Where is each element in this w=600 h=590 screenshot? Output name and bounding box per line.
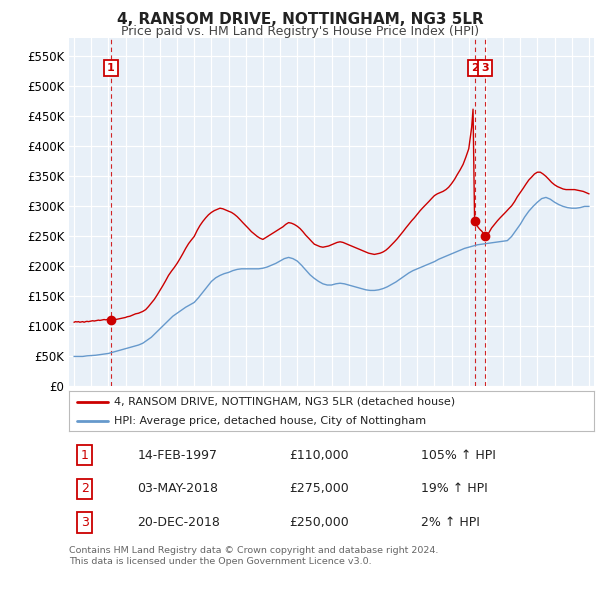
Text: This data is licensed under the Open Government Licence v3.0.: This data is licensed under the Open Gov… [69, 557, 371, 566]
Text: 3: 3 [81, 516, 89, 529]
Text: 19% ↑ HPI: 19% ↑ HPI [421, 482, 487, 496]
Text: 2: 2 [81, 482, 89, 496]
Text: 1: 1 [107, 63, 115, 73]
Text: 03-MAY-2018: 03-MAY-2018 [137, 482, 218, 496]
Text: HPI: Average price, detached house, City of Nottingham: HPI: Average price, detached house, City… [113, 416, 426, 425]
Text: 4, RANSOM DRIVE, NOTTINGHAM, NG3 5LR (detached house): 4, RANSOM DRIVE, NOTTINGHAM, NG3 5LR (de… [113, 397, 455, 407]
Text: Price paid vs. HM Land Registry's House Price Index (HPI): Price paid vs. HM Land Registry's House … [121, 25, 479, 38]
Text: 14-FEB-1997: 14-FEB-1997 [137, 448, 217, 462]
Text: 105% ↑ HPI: 105% ↑ HPI [421, 448, 496, 462]
Text: 4, RANSOM DRIVE, NOTTINGHAM, NG3 5LR: 4, RANSOM DRIVE, NOTTINGHAM, NG3 5LR [116, 12, 484, 27]
Text: 2% ↑ HPI: 2% ↑ HPI [421, 516, 479, 529]
Text: 3: 3 [482, 63, 489, 73]
Text: 20-DEC-2018: 20-DEC-2018 [137, 516, 220, 529]
Text: 2: 2 [471, 63, 478, 73]
Text: Contains HM Land Registry data © Crown copyright and database right 2024.: Contains HM Land Registry data © Crown c… [69, 546, 439, 555]
Text: £110,000: £110,000 [290, 448, 349, 462]
Text: 1: 1 [81, 448, 89, 462]
Text: £275,000: £275,000 [290, 482, 349, 496]
Text: £250,000: £250,000 [290, 516, 349, 529]
